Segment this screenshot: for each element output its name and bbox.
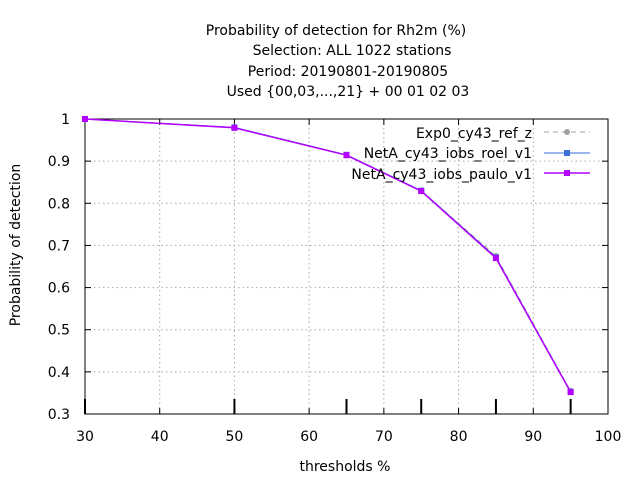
series-2-point-1 [231, 124, 238, 131]
y-tick-label-1: 0.4 [48, 365, 70, 381]
y-tick-labels: 0.3 0.4 0.5 0.6 0.7 0.8 0.9 1 [48, 112, 70, 423]
legend-swatch-marker-2 [564, 170, 570, 176]
title-line-2: Selection: ALL 1022 stations [253, 43, 452, 59]
y-tick-label-7: 1 [61, 112, 70, 128]
x-tick-label-1: 40 [151, 429, 169, 445]
legend-label-exp0: Exp0_cy43_ref_z [416, 126, 532, 142]
series-2 [82, 116, 574, 396]
y-axis-label: Probability of detection [8, 164, 24, 327]
title-line-3: Period: 20190801-20190805 [248, 64, 448, 80]
plot-frame [84, 118, 609, 415]
y-tick-label-0: 0.3 [48, 407, 70, 423]
y-tick-label-4: 0.7 [48, 238, 70, 254]
x-tick-label-6: 90 [524, 429, 542, 445]
series-2-point-0 [82, 116, 88, 122]
x-axis-label: thresholds % [300, 459, 391, 475]
x-tick-label-7: 100 [595, 429, 622, 445]
y-tick-label-3: 0.6 [48, 281, 70, 297]
threshold-marks [84, 399, 572, 414]
legend-label-paulo: NetA_cy43_iobs_paulo_v1 [351, 167, 532, 183]
series-2-point-3 [418, 188, 425, 195]
title-line-4: Used {00,03,...,21} + 00 01 02 03 [227, 84, 470, 100]
x-tick-label-3: 60 [300, 429, 318, 445]
grid [85, 119, 608, 414]
series-2-point-5 [567, 389, 574, 396]
chart-title: Probability of detection for Rh2m (%) Se… [206, 23, 470, 100]
y-tick-label-2: 0.5 [48, 323, 70, 339]
title-line-1: Probability of detection for Rh2m (%) [206, 23, 467, 39]
x-tick-label-5: 80 [450, 429, 468, 445]
x-tick-label-2: 50 [226, 429, 244, 445]
y-tick-label-6: 0.9 [48, 154, 70, 170]
y-tick-label-5: 0.8 [48, 196, 70, 212]
legend-swatch-marker-1 [564, 150, 570, 156]
series-2-point-4 [492, 255, 499, 262]
x-tick-labels: 30 40 50 60 70 80 90 100 [76, 429, 621, 445]
x-tick-label-4: 70 [375, 429, 393, 445]
axis-ticks [84, 118, 609, 415]
legend: Exp0_cy43_ref_z NetA_cy43_iobs_roel_v1 N… [351, 126, 590, 183]
x-tick-label-0: 30 [76, 429, 94, 445]
series-line-2 [84, 118, 572, 393]
series-layer [82, 116, 574, 396]
series-2-point-2 [343, 152, 350, 159]
legend-swatch-marker-0 [564, 129, 570, 135]
legend-label-roel: NetA_cy43_iobs_roel_v1 [364, 146, 532, 162]
